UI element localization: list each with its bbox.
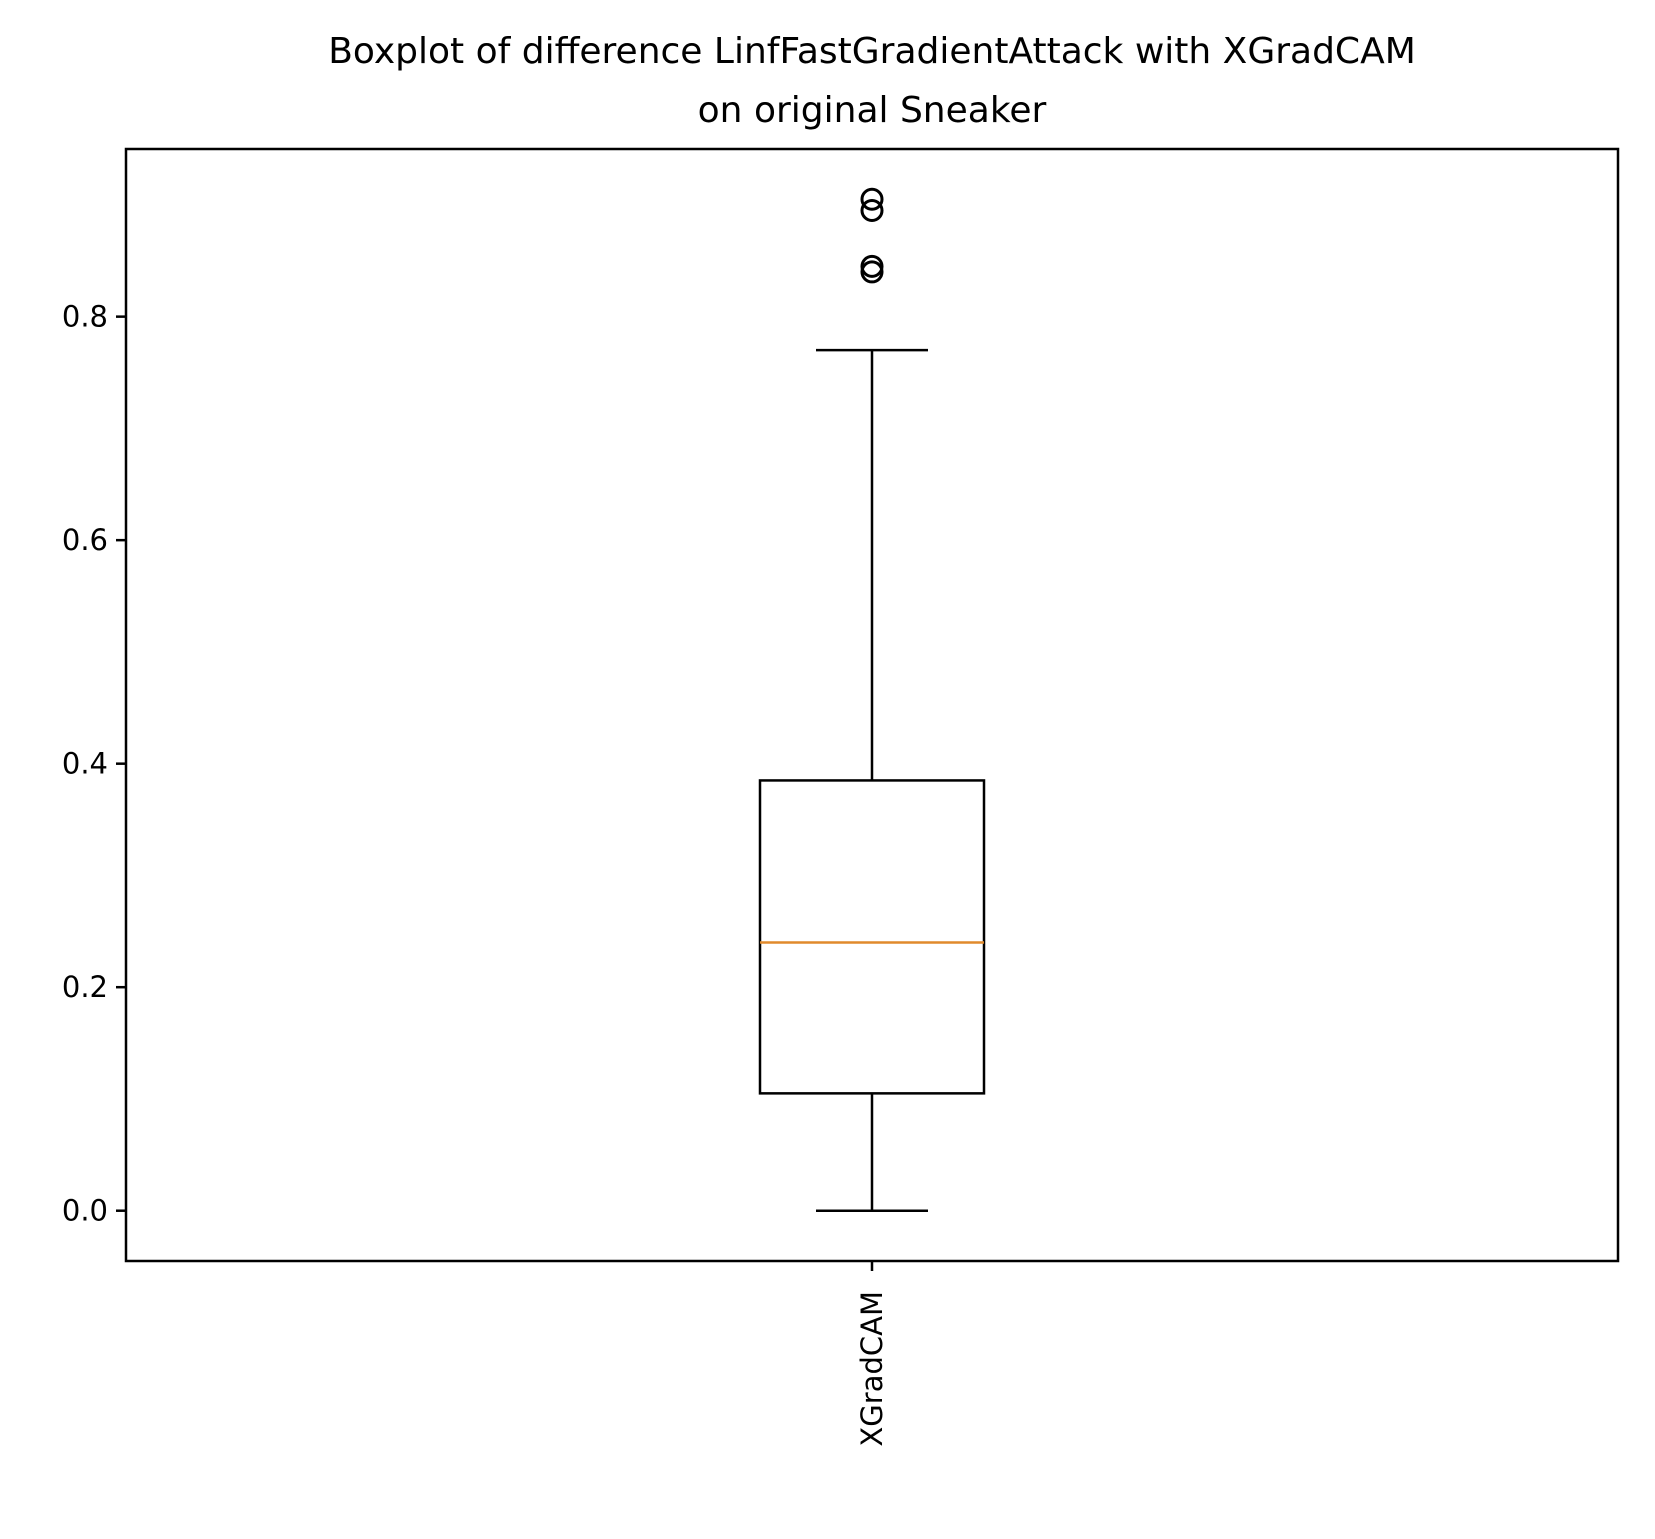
outlier-point <box>860 260 884 284</box>
chart-title-line-1: Boxplot of difference LinfFastGradientAt… <box>328 31 1416 72</box>
y-tick-label: 0.8 <box>62 300 108 334</box>
outlier-point <box>860 187 884 211</box>
chart-title-line-2: on original Sneaker <box>698 90 1047 131</box>
y-tick-label: 0.2 <box>62 970 108 1004</box>
y-tick-label: 0.0 <box>62 1194 108 1228</box>
y-tick-label: 0.4 <box>62 747 108 781</box>
x-tick-label: XGradCAM <box>855 1291 889 1447</box>
y-tick-label: 0.6 <box>62 523 108 557</box>
plot-frame <box>124 147 1620 1263</box>
outlier-point <box>860 198 884 222</box>
iqr-box <box>758 779 986 1095</box>
